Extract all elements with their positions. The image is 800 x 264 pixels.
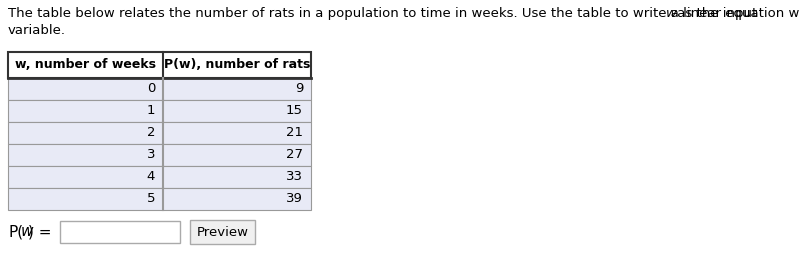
- Text: 21: 21: [286, 126, 303, 139]
- Text: 33: 33: [286, 171, 303, 183]
- Text: 0: 0: [146, 82, 155, 96]
- Text: 1: 1: [146, 105, 155, 117]
- Bar: [8, 188, 311, 210]
- Bar: [8, 100, 311, 122]
- Text: 5: 5: [146, 192, 155, 205]
- Bar: [8, 78, 311, 100]
- Text: w: w: [666, 7, 677, 20]
- Text: The table below relates the number of rats in a population to time in weeks. Use: The table below relates the number of ra…: [8, 7, 800, 20]
- Text: 9: 9: [294, 82, 303, 96]
- Text: 27: 27: [286, 148, 303, 162]
- Bar: [190, 220, 255, 244]
- Bar: [8, 144, 311, 166]
- Text: variable.: variable.: [8, 24, 66, 37]
- Text: 4: 4: [146, 171, 155, 183]
- Text: 15: 15: [286, 105, 303, 117]
- Text: w: w: [21, 224, 34, 239]
- Text: Preview: Preview: [197, 225, 249, 238]
- Text: 2: 2: [146, 126, 155, 139]
- Text: as the input: as the input: [673, 7, 758, 20]
- Text: ) =: ) =: [28, 224, 51, 239]
- Text: P(w), number of rats: P(w), number of rats: [164, 59, 310, 72]
- Text: P(: P(: [8, 224, 23, 239]
- Bar: [60, 221, 180, 243]
- Bar: [8, 52, 311, 78]
- Text: w, number of weeks: w, number of weeks: [15, 59, 156, 72]
- Bar: [8, 122, 311, 144]
- Text: 3: 3: [146, 148, 155, 162]
- Bar: [8, 166, 311, 188]
- Text: 39: 39: [286, 192, 303, 205]
